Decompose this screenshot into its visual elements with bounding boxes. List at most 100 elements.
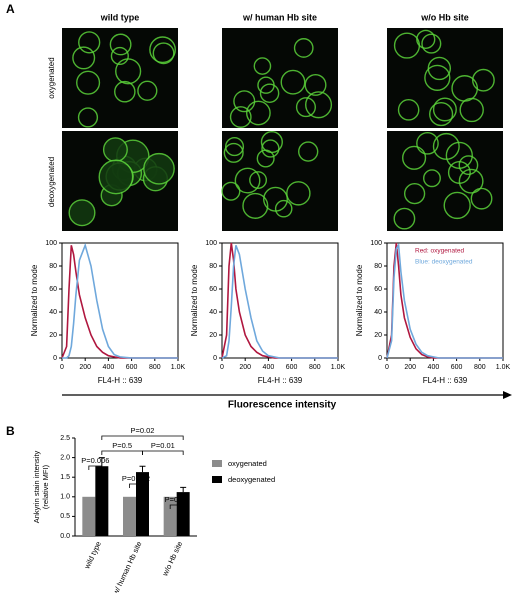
cell — [298, 141, 319, 162]
histogram-line — [61, 245, 178, 359]
y-tick-label: 2.5 — [60, 435, 70, 442]
cell — [304, 73, 327, 96]
histogram-line — [221, 242, 338, 359]
y-tick-label: 60 — [209, 286, 217, 293]
y-axis-label: (relative MFI) — [41, 464, 50, 509]
x-tick-label: w/o Hb site — [160, 540, 184, 578]
x-tick-label: 200 — [79, 364, 91, 371]
bar — [163, 496, 177, 536]
cell — [152, 42, 175, 65]
x-axis-label: FL4-H :: 639 — [423, 376, 468, 385]
cell — [423, 169, 441, 188]
axis-caption: Fluorescence intensity — [228, 400, 337, 411]
y-tick-label: 2.0 — [60, 454, 70, 461]
cell — [459, 97, 484, 123]
cell — [114, 80, 136, 103]
cell — [286, 181, 311, 206]
y-tick-label: 40 — [374, 309, 382, 316]
cell — [223, 142, 244, 163]
cell — [253, 57, 272, 75]
cell — [137, 80, 158, 101]
annotation: P=0.21 — [165, 495, 189, 504]
histogram-line — [386, 242, 503, 359]
bracket — [142, 450, 184, 455]
x-tick-label: 800 — [309, 364, 321, 371]
bracket — [101, 435, 184, 440]
panel-label: B — [6, 424, 15, 438]
cell — [421, 33, 442, 54]
y-tick-label: 40 — [49, 309, 57, 316]
x-axis-label: FL4-H :: 639 — [98, 376, 143, 385]
x-axis-label: FL4-H :: 639 — [258, 376, 303, 385]
cell — [246, 100, 271, 126]
row-label: deoxygenated — [47, 157, 56, 207]
x-tick-label: 1.0K — [331, 364, 346, 371]
bracket — [88, 465, 103, 470]
legend-label: deoxygenated — [228, 475, 275, 484]
y-tick-label: 100 — [45, 240, 57, 247]
cell — [98, 159, 134, 195]
micrograph — [387, 131, 503, 231]
cell — [403, 182, 426, 205]
annotation: P=0.006 — [81, 456, 109, 465]
x-tick-label: 800 — [149, 364, 161, 371]
cell — [229, 106, 252, 128]
x-tick-label: 600 — [451, 364, 463, 371]
cell — [470, 187, 493, 210]
panel-label: A — [6, 2, 15, 16]
arrow-head — [503, 391, 512, 399]
cell — [221, 181, 241, 201]
cell — [259, 83, 280, 103]
cell — [424, 64, 451, 91]
cell — [261, 139, 280, 158]
cell — [249, 171, 268, 189]
cell — [416, 29, 436, 49]
cell — [402, 145, 427, 170]
y-tick-label: 40 — [209, 309, 217, 316]
cell — [443, 191, 471, 220]
annotation: P=0.5 — [112, 441, 132, 450]
x-tick-label: w/ human Hb site — [111, 540, 144, 593]
bracket — [129, 483, 143, 488]
cell — [110, 46, 129, 66]
bracket — [101, 450, 143, 455]
y-tick-label: 80 — [49, 263, 57, 270]
y-axis-label: Normalized to mode — [30, 264, 39, 336]
x-tick-label: 600 — [126, 364, 138, 371]
x-tick-label: 0 — [385, 364, 389, 371]
cell — [143, 152, 175, 185]
y-axis-label: Normalized to mode — [190, 264, 199, 336]
x-tick-label: 200 — [404, 364, 416, 371]
annotation: Red: oxygenated — [415, 248, 465, 255]
y-tick-label: 60 — [374, 286, 382, 293]
column-header: w/ human Hb site — [242, 12, 317, 22]
cell — [77, 107, 99, 128]
annotation: P=0.01 — [151, 441, 175, 450]
x-tick-label: 400 — [263, 364, 275, 371]
column-header: w/o Hb site — [420, 12, 469, 22]
cell — [72, 46, 96, 70]
y-tick-label: 60 — [49, 286, 57, 293]
cell — [234, 167, 261, 194]
cell — [393, 207, 416, 230]
cell — [263, 186, 288, 212]
y-tick-label: 0.5 — [60, 513, 70, 520]
row-label: oxygenated — [47, 57, 56, 98]
cell — [149, 36, 176, 64]
cell — [472, 68, 495, 92]
cell — [224, 137, 245, 157]
y-tick-label: 20 — [374, 332, 382, 339]
y-tick-label: 100 — [370, 240, 382, 247]
error-bar — [180, 486, 187, 493]
legend-swatch — [212, 476, 222, 483]
bar — [176, 492, 190, 536]
y-tick-label: 1.5 — [60, 474, 70, 481]
y-tick-label: 0 — [213, 355, 217, 362]
y-tick-label: 20 — [209, 332, 217, 339]
cell — [260, 130, 283, 154]
cell — [458, 168, 484, 194]
error-bar — [139, 465, 146, 473]
cell — [295, 97, 316, 118]
y-tick-label: 1.0 — [60, 494, 70, 501]
